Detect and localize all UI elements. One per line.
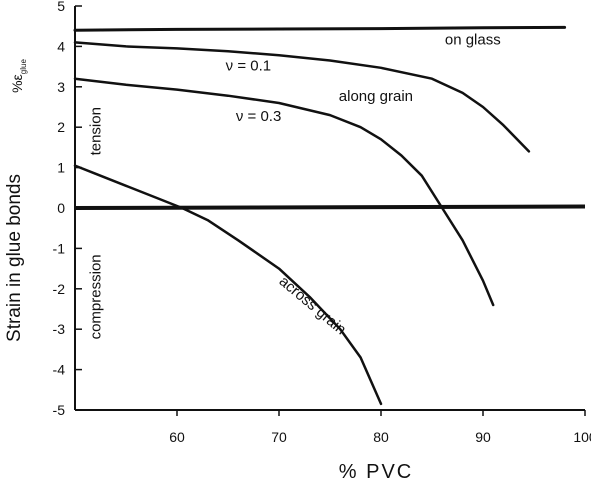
y-tick-label: -1 (53, 240, 66, 256)
y-tick-label: 3 (57, 79, 65, 95)
y-tick-label: 4 (57, 38, 65, 54)
series-line (73, 164, 383, 406)
x-axis-label: % PVC (339, 461, 413, 483)
annotation-label: ν = 0.3 (236, 108, 281, 125)
annotation-label: along grain (339, 88, 413, 105)
series-line (73, 77, 495, 307)
y-axis-unit-subscript: glue (19, 59, 28, 75)
series-line (73, 41, 531, 153)
chart-annotations: on glass ν = 0.1 along grain ν = 0.3 tension… (88, 31, 501, 339)
y-tick-label: 2 (57, 119, 65, 135)
y-tick-label: -3 (53, 321, 66, 337)
y-tick-label: -2 (53, 281, 66, 297)
zero-line (74, 204, 586, 210)
annotation-label: across grain (276, 273, 350, 339)
x-tick-label: 80 (373, 429, 389, 445)
y-axis-label: Strain in glue bonds (4, 174, 25, 342)
y-tick-label: 5 (57, 0, 65, 14)
x-tick-label: 60 (169, 429, 185, 445)
x-tick-label: 100 (573, 429, 591, 445)
annotation-label: compression (88, 254, 105, 339)
y-tick-label: -5 (53, 402, 66, 418)
chart-series (73, 25, 586, 406)
annotation-label: on glass (445, 31, 501, 48)
x-tick-label: 90 (475, 429, 491, 445)
y-tick-label: 0 (57, 200, 65, 216)
annotation-label: tension (88, 107, 105, 155)
y-axis-unit-label: %εglue (9, 59, 28, 93)
y-tick-label: -4 (53, 362, 66, 378)
x-tick-label: 70 (271, 429, 287, 445)
chart-ticks: 5 4 3 2 1 0 -1 -2 -3 -4 -5 60 70 80 90 100 (53, 0, 591, 445)
y-axis-unit-symbol: %ε (9, 74, 25, 93)
series-line (73, 25, 567, 32)
y-tick-label: 1 (57, 160, 65, 176)
annotation-label: ν = 0.1 (226, 58, 271, 75)
